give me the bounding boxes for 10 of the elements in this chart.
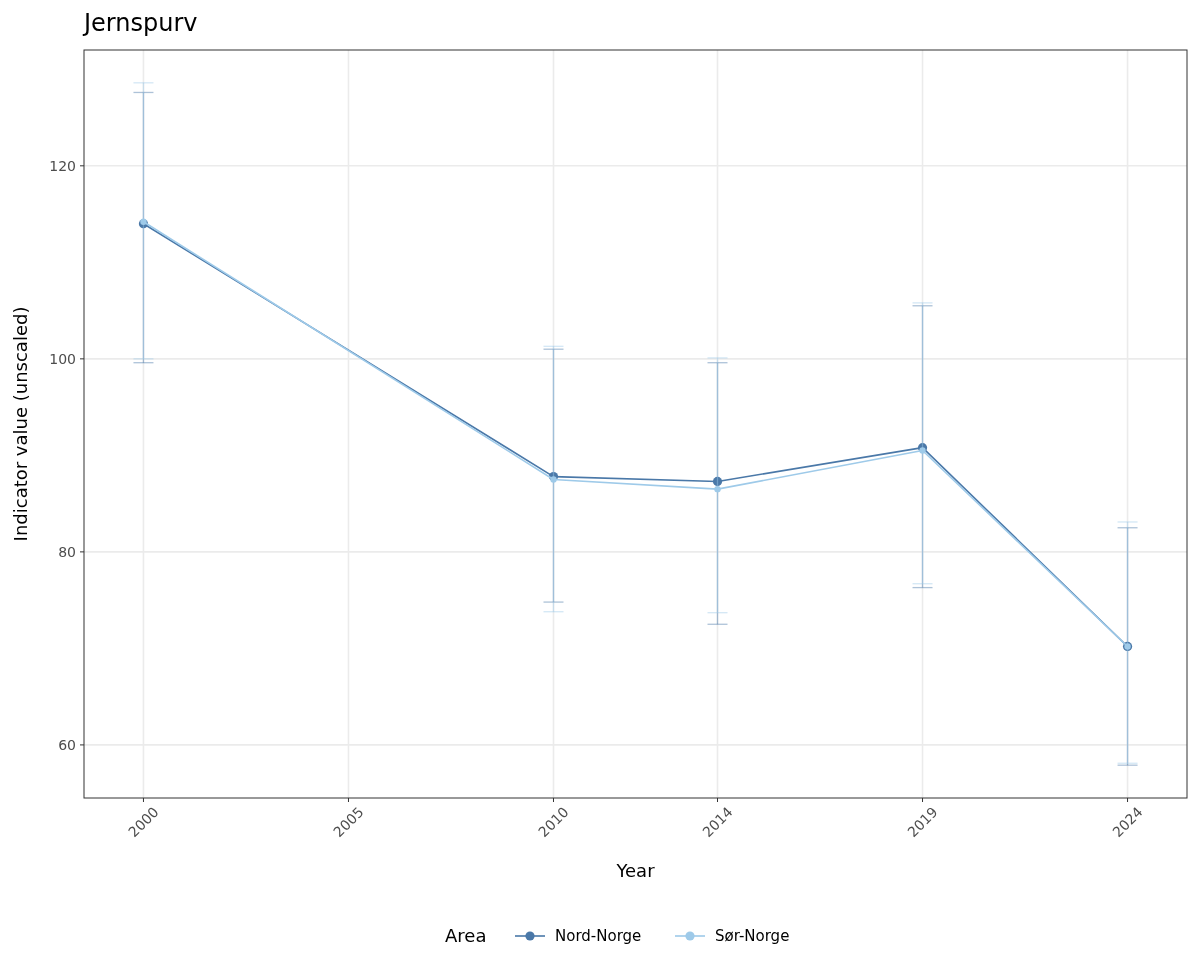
legend-label: Nord-Norge <box>555 927 642 945</box>
y-tick-label: 60 <box>58 736 76 753</box>
legend-title: Area <box>445 925 487 946</box>
y-tick-label: 80 <box>58 543 76 560</box>
x-axis-title: Year <box>615 860 656 881</box>
chart-title: Jernspurv <box>82 9 198 37</box>
y-axis-title: Indicator value (unscaled) <box>10 306 31 542</box>
legend-label: Sør-Norge <box>715 927 790 945</box>
y-tick-label: 100 <box>49 350 76 367</box>
y-tick-label: 120 <box>49 157 76 174</box>
